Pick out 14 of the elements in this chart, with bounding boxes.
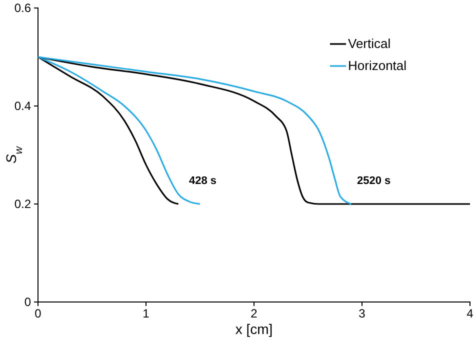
x-tick-label: 3 bbox=[358, 306, 366, 321]
y-tick-label: 0 bbox=[24, 294, 32, 309]
legend-label: Horizontal bbox=[348, 58, 407, 73]
x-tick-label: 0 bbox=[34, 306, 42, 321]
y-tick-label: 0.6 bbox=[14, 0, 32, 15]
x-tick-label: 4 bbox=[466, 306, 474, 321]
y-tick-label: 0.2 bbox=[14, 196, 32, 211]
annotation: 428 s bbox=[189, 175, 217, 187]
legend-label: Vertical bbox=[348, 36, 391, 51]
y-tick-label: 0.4 bbox=[14, 98, 32, 113]
x-tick-label: 2 bbox=[250, 306, 258, 321]
x-tick-label: 1 bbox=[142, 306, 150, 321]
x-axis-title: x [cm] bbox=[235, 321, 273, 337]
annotation: 2520 s bbox=[357, 175, 391, 187]
